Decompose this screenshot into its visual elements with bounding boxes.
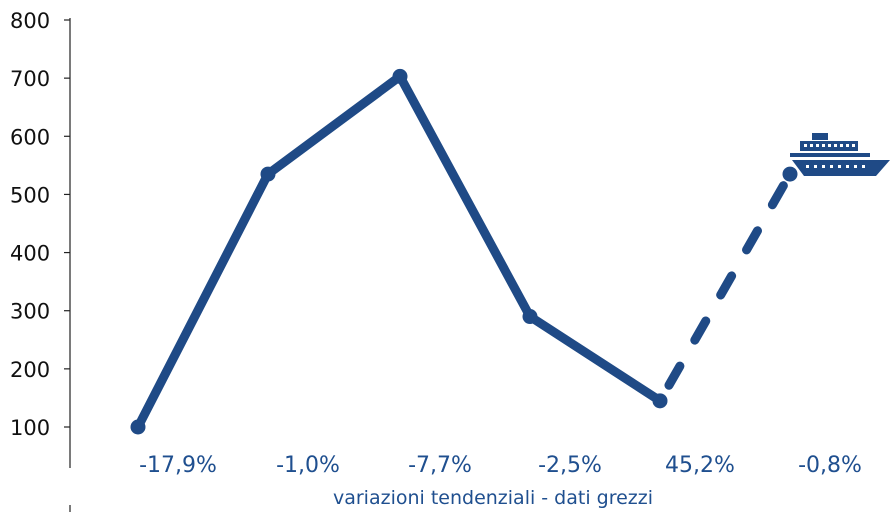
data-point <box>782 166 798 182</box>
data-points <box>130 68 798 435</box>
category-label: -17,9% <box>139 453 217 478</box>
y-tick-label: 200 <box>10 358 50 382</box>
category-label: -7,7% <box>408 453 472 478</box>
data-point <box>522 309 538 325</box>
y-tick-label: 100 <box>10 416 50 440</box>
category-label: -2,5% <box>538 453 602 478</box>
data-point <box>130 419 146 435</box>
x-axis-label: variazioni tendenziali - dati grezzi <box>333 487 653 509</box>
category-label: -1,0% <box>276 453 340 478</box>
y-tick-label: 600 <box>10 125 50 149</box>
series-line-group <box>133 71 795 432</box>
data-point <box>260 166 276 182</box>
series-line-solid <box>133 71 665 432</box>
y-tick-label: 300 <box>10 300 50 324</box>
y-tick-label: 700 <box>10 67 50 91</box>
data-point <box>392 68 408 84</box>
y-tick-label: 500 <box>10 183 50 207</box>
y-tick-label: 800 <box>10 9 50 33</box>
cruise-ship-icon <box>790 133 890 176</box>
category-label: 45,2% <box>665 453 735 478</box>
data-point <box>652 393 668 409</box>
series-line-dashed <box>655 169 795 406</box>
category-label: -0,8% <box>798 453 862 478</box>
y-tick-label: 400 <box>10 242 50 266</box>
category-labels: -17,9% -1,0% -7,7% -2,5% 45,2% -0,8% <box>139 453 862 478</box>
y-tick-labels: 100 200 300 400 500 600 700 800 <box>10 9 70 440</box>
